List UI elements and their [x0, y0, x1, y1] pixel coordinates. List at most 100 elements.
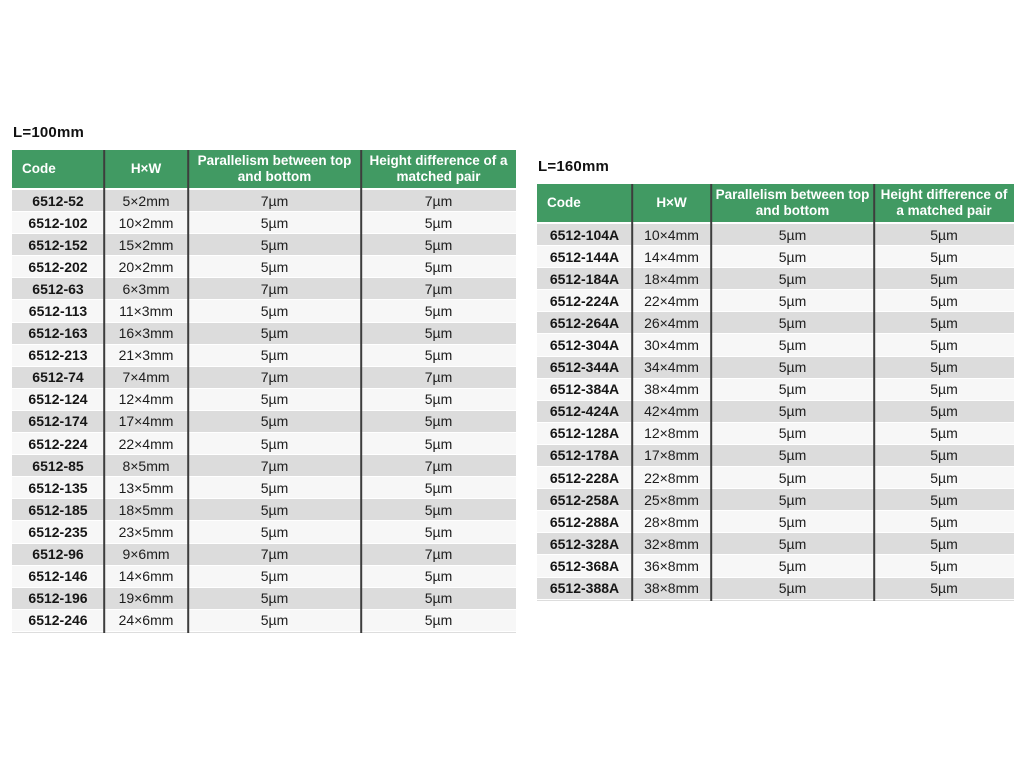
value-cell: 10×4mm — [644, 226, 699, 243]
value-cell: 22×4mm — [644, 292, 699, 309]
code-cell: 6512-113 — [28, 303, 88, 320]
value-cell: 5µm — [778, 535, 807, 552]
value-cell: 9×6mm — [122, 546, 170, 563]
value-cell: 5µm — [778, 580, 807, 597]
table-body: 6512-52 5×2mm 7µm 7µm 6512-102 10×2mm 5µm 5µm 65… — [12, 190, 516, 633]
table-row: 6512-128A 12×8mm 5µm 5µm — [537, 422, 1014, 445]
table-row: 6512-246 24×6mm 5µm 5µm — [12, 609, 516, 632]
value-cell: 5µm — [930, 270, 958, 287]
table-row: 6512-185 18×5mm 5µm 5µm — [12, 499, 516, 522]
table-row: 6512-163 16×3mm 5µm 5µm — [12, 322, 516, 345]
column-header-hxw: H×W — [130, 161, 162, 176]
value-cell: 7µm — [260, 280, 289, 297]
value-cell: 7µm — [424, 280, 453, 297]
table-row: 6512-144A 14×4mm 5µm 5µm — [537, 246, 1014, 269]
table-row: 6512-146 14×6mm 5µm 5µm — [12, 565, 516, 588]
value-cell: 5µm — [260, 214, 289, 231]
value-cell: 5µm — [930, 381, 958, 398]
value-cell: 7µm — [260, 457, 289, 474]
value-cell: 5µm — [424, 391, 453, 408]
code-cell: 6512-384A — [549, 381, 620, 398]
code-cell: 6512-184A — [549, 270, 620, 287]
value-cell: 5µm — [424, 303, 453, 320]
value-cell: 5µm — [424, 612, 453, 629]
table-row: 6512-258A 25×8mm 5µm 5µm — [537, 489, 1014, 512]
value-cell: 5µm — [930, 248, 958, 265]
value-cell: 28×8mm — [644, 513, 699, 530]
value-cell: 5µm — [930, 491, 958, 508]
value-cell: 5µm — [930, 425, 958, 442]
table-body: 6512-104A 10×4mm 5µm 5µm 6512-144A 14×4mm 5µm 5… — [537, 224, 1014, 601]
table-header-row: Code H×W Parallelism between top and bot… — [12, 150, 516, 190]
column-header-code: Code — [22, 161, 56, 176]
code-cell: 6512-424A — [549, 403, 620, 420]
value-cell: 5µm — [424, 413, 453, 430]
table-row: 6512-384A 38×4mm 5µm 5µm — [537, 378, 1014, 401]
code-cell: 6512-235 — [28, 523, 88, 540]
table-row: 6512-224A 22×4mm 5µm 5µm — [537, 290, 1014, 313]
code-cell: 6512-135 — [28, 479, 88, 496]
code-cell: 6512-202 — [28, 258, 88, 275]
column-header-hxw: H×W — [656, 195, 687, 210]
value-cell: 5µm — [260, 258, 289, 275]
value-cell: 5µm — [424, 214, 453, 231]
table-row: 6512-178A 17×8mm 5µm 5µm — [537, 444, 1014, 468]
value-cell: 26×4mm — [644, 314, 699, 331]
code-cell: 6512-102 — [28, 214, 88, 231]
value-cell: 5µm — [424, 523, 453, 540]
table-row: 6512-52 5×2mm 7µm 7µm — [12, 190, 516, 213]
value-cell: 5µm — [778, 513, 807, 530]
value-cell: 38×4mm — [644, 381, 699, 398]
value-cell: 18×5mm — [118, 501, 174, 518]
value-cell: 5µm — [930, 226, 958, 243]
value-cell: 15×2mm — [118, 236, 174, 253]
table-row: 6512-174 17×4mm 5µm 5µm — [12, 410, 516, 434]
value-cell: 5µm — [778, 491, 807, 508]
spec-table-l100: Code H×W Parallelism between top and bot… — [12, 150, 516, 633]
value-cell: 5µm — [778, 425, 807, 442]
value-cell: 5µm — [930, 292, 958, 309]
column-divider — [710, 184, 712, 601]
table-row: 6512-264A 26×4mm 5µm 5µm — [537, 312, 1014, 335]
value-cell: 17×4mm — [118, 413, 174, 430]
value-cell: 5µm — [260, 435, 289, 452]
column-divider — [103, 150, 105, 633]
table-row: 6512-368A 36×8mm 5µm 5µm — [537, 555, 1014, 578]
value-cell: 25×8mm — [644, 491, 699, 508]
value-cell: 6×3mm — [122, 280, 170, 297]
value-cell: 5µm — [930, 403, 958, 420]
value-cell: 7µm — [260, 369, 289, 386]
code-cell: 6512-368A — [549, 557, 620, 574]
code-cell: 6512-388A — [549, 580, 620, 597]
column-divider — [187, 150, 189, 633]
value-cell: 5µm — [778, 248, 807, 265]
value-cell: 22×8mm — [644, 469, 699, 486]
value-cell: 7µm — [424, 457, 453, 474]
table-row: 6512-288A 28×8mm 5µm 5µm — [537, 511, 1014, 534]
value-cell: 14×4mm — [644, 248, 699, 265]
value-cell: 5µm — [260, 479, 289, 496]
table-row: 6512-74 7×4mm 7µm 7µm — [12, 366, 516, 389]
code-cell: 6512-63 — [32, 280, 84, 297]
code-cell: 6512-344A — [549, 359, 620, 376]
code-cell: 6512-228A — [549, 469, 620, 486]
value-cell: 30×4mm — [644, 337, 699, 354]
value-cell: 23×5mm — [118, 523, 174, 540]
value-cell: 5µm — [260, 523, 289, 540]
spec-table-l160-section: L=160mm Code H×W Parallelism between top… — [537, 158, 1014, 603]
value-cell: 5µm — [778, 270, 807, 287]
code-cell: 6512-174 — [28, 413, 88, 430]
code-cell: 6512-85 — [32, 457, 84, 474]
value-cell: 7µm — [424, 369, 453, 386]
table-label-l100: L=100mm — [13, 124, 85, 141]
table-row: 6512-104A 10×4mm 5µm 5µm — [537, 224, 1014, 247]
value-cell: 19×6mm — [118, 590, 174, 607]
value-cell: 12×4mm — [118, 391, 174, 408]
value-cell: 20×2mm — [118, 258, 174, 275]
table-row: 6512-96 9×6mm 7µm 7µm — [12, 543, 516, 566]
value-cell: 13×5mm — [118, 479, 174, 496]
code-cell: 6512-224 — [28, 435, 88, 452]
value-cell: 21×3mm — [118, 347, 174, 364]
value-cell: 7µm — [424, 192, 453, 209]
code-cell: 6512-196 — [28, 590, 88, 607]
